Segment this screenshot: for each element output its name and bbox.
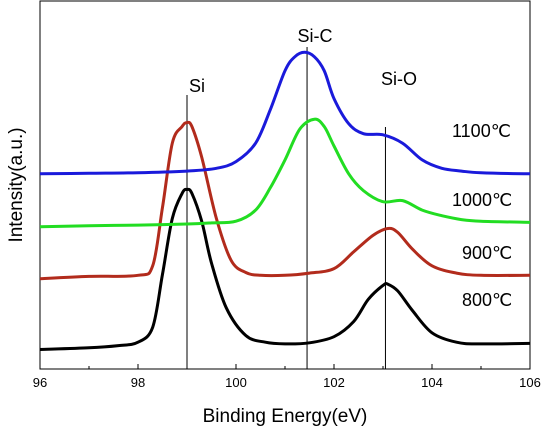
series-line-900 <box>39 120 531 281</box>
x-tick-label: 96 <box>33 375 47 390</box>
x-tick-label: 106 <box>519 375 541 390</box>
series-lines <box>39 50 531 351</box>
series-label-800: 800℃ <box>462 290 512 310</box>
peak-label-si: Si <box>189 76 205 96</box>
series-line-800 <box>39 187 531 351</box>
peak-label-si-o: Si-O <box>381 69 417 89</box>
series-label-900: 900℃ <box>462 243 512 263</box>
x-tick-label: 98 <box>131 375 145 390</box>
x-tick-label: 104 <box>421 375 443 390</box>
series-label-1000: 1000℃ <box>452 190 512 210</box>
series-line-1100 <box>39 50 531 176</box>
series-label-1100: 1100℃ <box>452 121 511 141</box>
plot-frame <box>39 0 531 370</box>
x-axis-ticks: 96 98 100 102 104 106 <box>33 364 541 390</box>
series-line-1000 <box>39 117 531 229</box>
x-axis-title: Binding Energy(eV) <box>203 406 368 427</box>
reference-lines <box>186 47 386 369</box>
y-axis-title: Intensity(a.u.) <box>6 127 27 242</box>
peak-label-si-c: Si-C <box>298 26 333 46</box>
series-labels: 800℃ 900℃ 1000℃ 1100℃ <box>452 121 512 310</box>
peak-labels: Si Si-C Si-O <box>189 26 417 96</box>
x-tick-label: 102 <box>323 375 345 390</box>
x-tick-label: 100 <box>225 375 247 390</box>
